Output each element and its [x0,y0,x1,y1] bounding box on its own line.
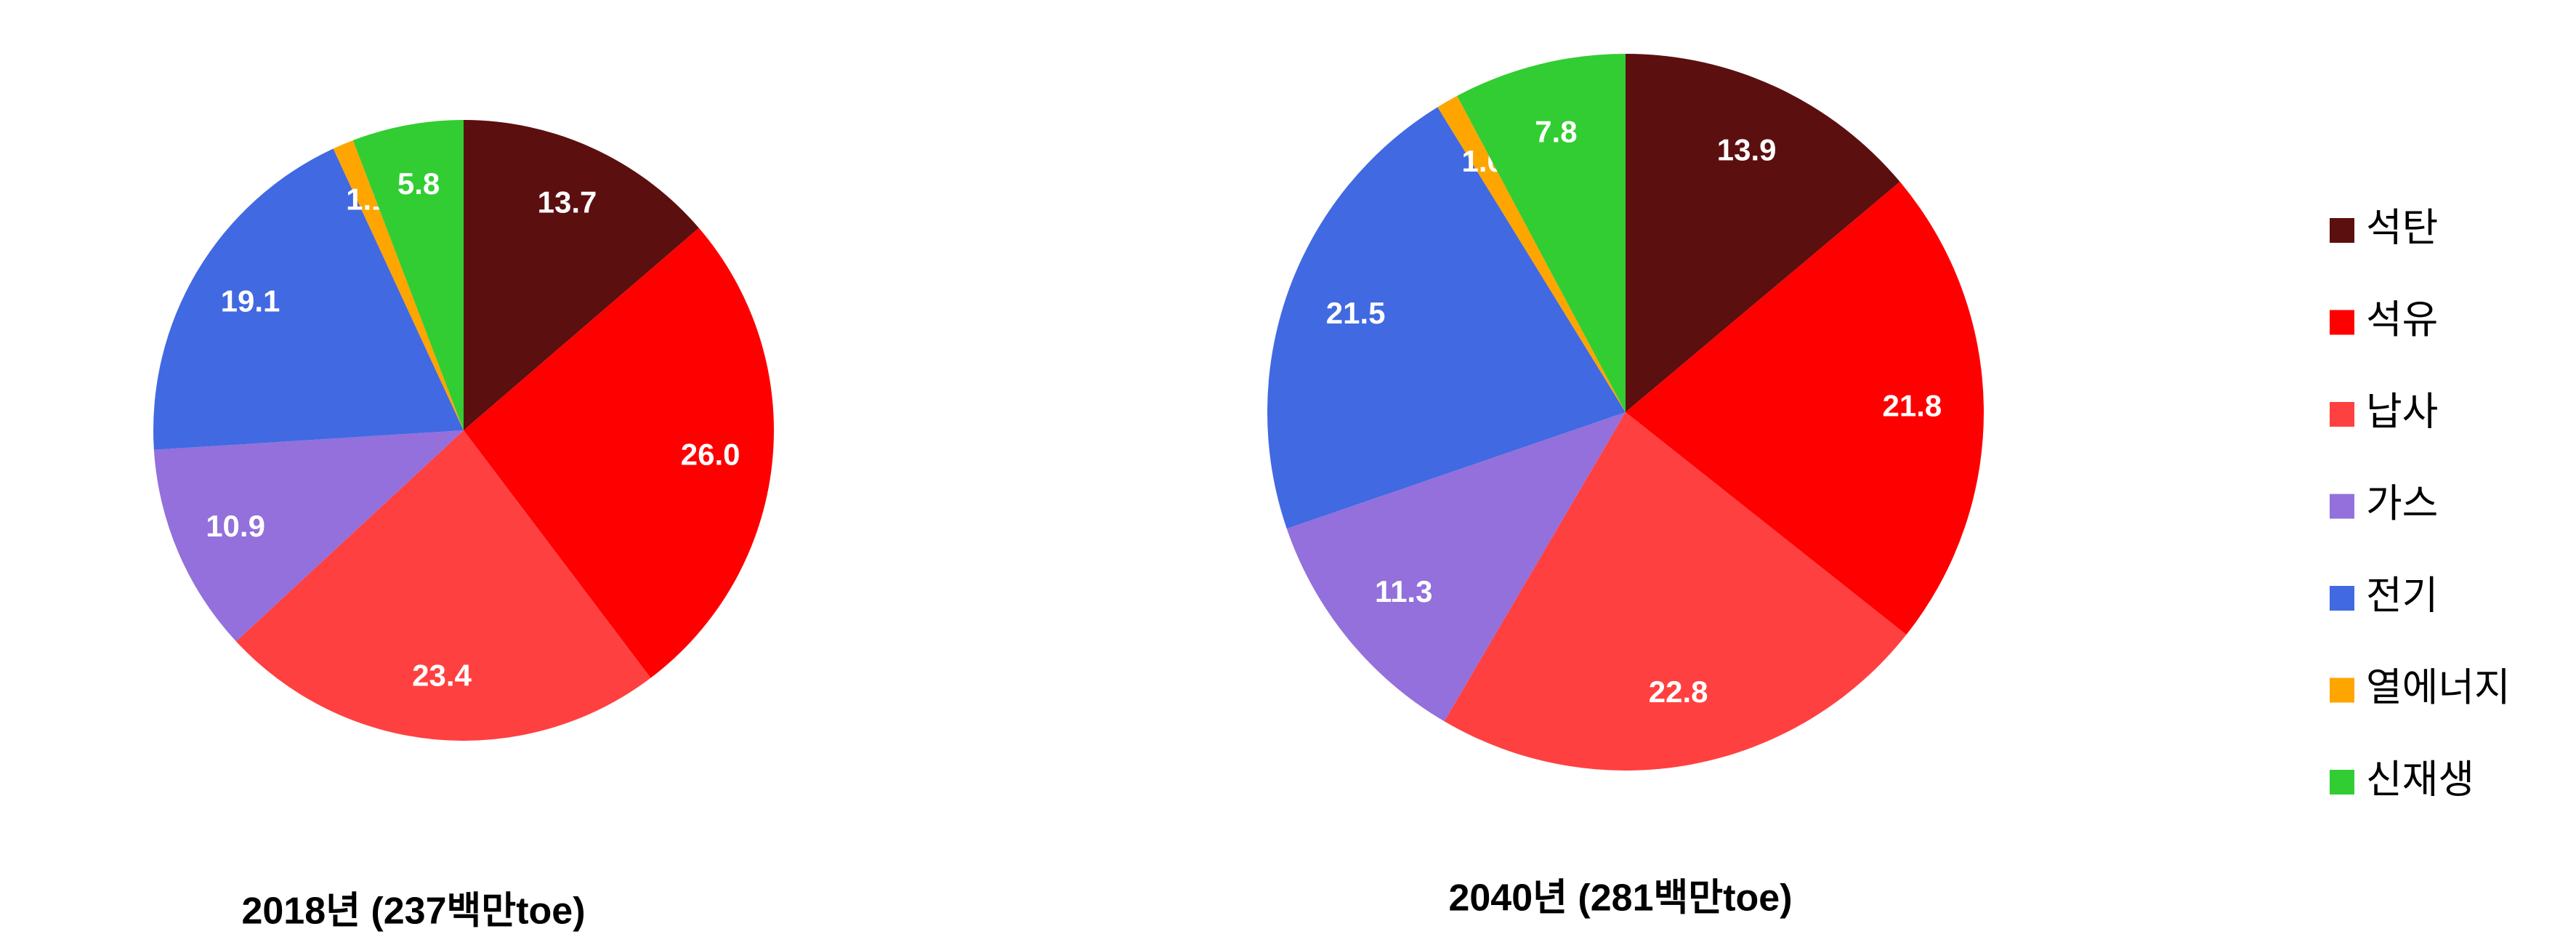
data-label: 11.3 [1375,574,1432,608]
pie-slice [1626,54,1900,412]
pie-slice [153,148,464,450]
data-label: 22.8 [1649,675,1708,709]
pie-slice [464,228,774,678]
pie-slice [153,430,464,642]
data-label: 19.1 [221,284,280,318]
legend-label: 전기 [2366,574,2438,617]
data-label: 23.4 [412,658,472,692]
legend-swatch [2330,494,2354,519]
data-label: 13.9 [1717,133,1777,167]
legend-label: 열에너지 [2366,666,2511,709]
legend-label: 신재생 [2366,757,2474,801]
pie-slice [333,140,464,430]
data-label: 21.8 [1882,389,1942,423]
data-label: 7.8 [1535,114,1577,148]
legend-swatch [2330,310,2354,335]
legend-swatch [2330,586,2354,611]
pie-slice [1286,412,1626,722]
legend-swatch [2330,218,2354,243]
data-label: 13.7 [538,185,597,220]
pie-slice [1267,107,1626,529]
data-label: 26.0 [681,438,740,472]
chart-title: 2040년 (281백만toe) [1448,877,1792,920]
data-label: 10.9 [206,509,265,543]
data-label: 5.8 [397,166,440,201]
data-label: 21.5 [1326,296,1386,330]
pie-slice [1457,54,1626,412]
legend-swatch [2330,677,2354,703]
legend-label: 가스 [2366,482,2438,526]
legend-label: 납사 [2366,390,2438,433]
pie-slice [352,120,464,430]
legend-label: 석탄 [2366,206,2438,249]
legend-swatch [2330,402,2354,427]
chart-title: 2018년 (237백만toe) [241,890,585,933]
legend-label: 석유 [2366,298,2438,342]
pie-slice [1626,182,1984,635]
legend-swatch [2330,770,2354,795]
pie-slice [464,120,699,430]
pie-slice [1437,95,1626,412]
pie-slice [1444,412,1907,771]
pie-slice [235,430,651,741]
